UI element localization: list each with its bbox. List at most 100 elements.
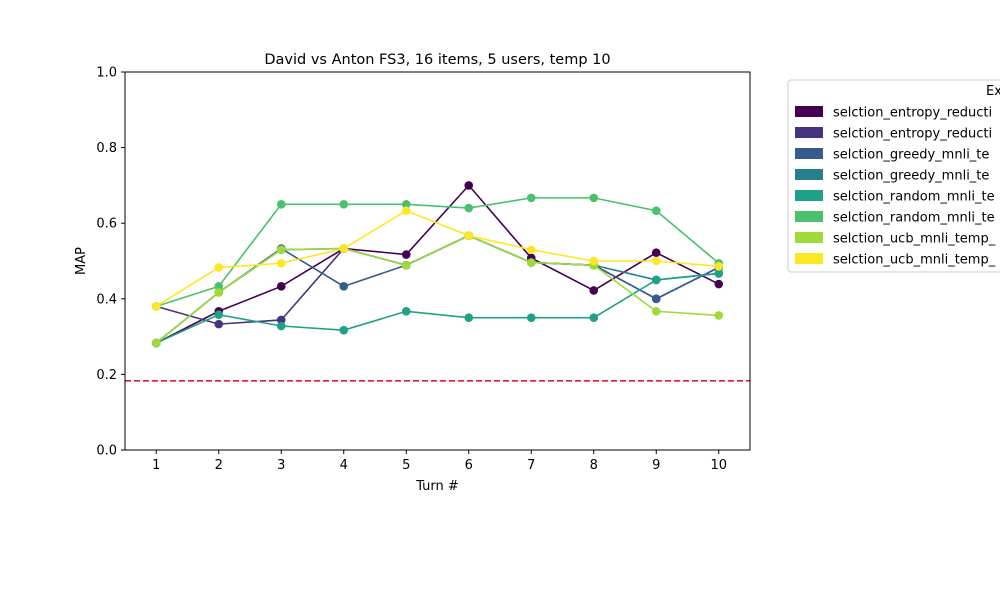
data-point — [339, 282, 349, 291]
legend-swatch — [795, 253, 823, 264]
data-point — [651, 294, 661, 304]
legend-item: selction_random_mnli_te — [795, 190, 995, 205]
data-point — [714, 311, 724, 320]
series-line — [156, 234, 720, 325]
legend-label: selction_random_mnli_te — [833, 211, 995, 226]
series-line — [155, 209, 719, 308]
series-line — [156, 197, 720, 308]
legend-item: selction_greedy_mnli_te — [795, 148, 989, 163]
series-8 — [151, 206, 724, 311]
x-axis: 1 2 3 4 5 6 7 8 9 10 — [152, 450, 727, 473]
data-point — [276, 282, 286, 291]
series-6 — [151, 193, 724, 311]
series-5 — [151, 269, 724, 348]
x-tick-label: 2 — [215, 458, 223, 473]
chart-title: David vs Anton FS3, 16 items, 5 users, t… — [264, 52, 610, 68]
legend: Ex selction_entropy_reducti selction_entr… — [787, 79, 1000, 273]
legend-label: selction_random_mnli_te — [833, 190, 995, 205]
legend-swatch — [795, 106, 823, 117]
x-tick-label: 9 — [652, 458, 660, 473]
data-point — [151, 302, 161, 311]
legend-swatch — [795, 211, 823, 222]
data-point — [651, 275, 661, 285]
legend-item: selction_ucb_mnli_temp_ — [795, 232, 996, 247]
x-tick-label: 7 — [527, 458, 535, 473]
legend-label: selction_entropy_reducti — [833, 127, 992, 142]
data-point — [589, 313, 599, 323]
data-point — [526, 313, 536, 323]
legend-item: selction_entropy_reducti — [795, 127, 992, 142]
data-point — [214, 310, 224, 319]
legend-swatch — [795, 190, 823, 201]
legend-label: selction_entropy_reducti — [833, 106, 992, 121]
y-tick-label: 0.0 — [96, 444, 117, 459]
data-point — [651, 306, 661, 316]
legend-swatch — [795, 169, 823, 180]
y-tick-label: 1.0 — [96, 66, 117, 81]
data-point — [276, 315, 286, 325]
x-tick-label: 3 — [277, 458, 285, 473]
series-line — [155, 234, 719, 344]
legend-item: selction_entropy_reducti — [795, 106, 992, 121]
series-line — [155, 272, 719, 344]
data-point — [714, 279, 724, 289]
x-tick-label: 6 — [465, 458, 473, 473]
series-line — [155, 234, 720, 344]
data-point — [401, 260, 411, 270]
legend-item: selction_greedy_mnli_te — [795, 169, 989, 184]
data-point — [651, 248, 661, 257]
legend-swatch — [795, 127, 823, 138]
data-point — [464, 181, 474, 190]
data-point — [339, 244, 349, 253]
y-axis: 0.0 0.2 0.4 0.6 0.8 1.0 — [96, 66, 125, 459]
plot-frame — [124, 71, 751, 451]
data-point — [526, 245, 536, 254]
x-tick-label: 4 — [340, 458, 348, 473]
y-tick-label: 0.4 — [96, 292, 117, 307]
legend-item: selction_random_mnli_te — [795, 211, 995, 226]
data-point — [214, 288, 224, 297]
legend-box — [787, 79, 1000, 273]
legend-label: selction_greedy_mnli_te — [833, 169, 989, 184]
series-line — [155, 184, 720, 344]
data-point — [214, 282, 224, 291]
legend-label: selction_ucb_mnli_temp_ — [833, 253, 996, 268]
data-point — [401, 250, 411, 259]
series-3 — [151, 231, 724, 348]
data-point — [276, 245, 286, 254]
data-point — [401, 306, 411, 316]
data-point — [151, 338, 161, 348]
x-tick-label: 8 — [590, 458, 598, 473]
data-point — [464, 231, 474, 240]
data-point — [339, 325, 349, 335]
data-point — [401, 200, 411, 209]
x-axis-label: Turn # — [415, 479, 459, 494]
data-point — [339, 200, 349, 209]
data-point — [214, 263, 224, 272]
data-point — [714, 269, 724, 278]
legend-item: selction_ucb_mnli_temp_ — [795, 253, 996, 268]
x-tick-label: 5 — [402, 458, 410, 473]
legend-swatch — [795, 148, 823, 159]
x-tick-label: 1 — [152, 458, 160, 473]
data-point — [464, 203, 474, 213]
series-line — [155, 234, 719, 344]
data-point — [714, 261, 724, 271]
data-point — [651, 206, 661, 216]
data-point — [276, 258, 286, 268]
data-point — [464, 313, 474, 323]
data-point — [526, 258, 536, 267]
y-axis-label: MAP — [74, 247, 89, 275]
data-point — [526, 193, 536, 203]
data-point — [589, 256, 599, 266]
data-point — [401, 206, 411, 216]
data-point — [276, 200, 286, 209]
legend-label: selction_greedy_mnli_te — [833, 148, 989, 163]
data-point — [214, 319, 224, 329]
legend-title: Ex — [986, 84, 1000, 99]
y-tick-label: 0.8 — [96, 141, 117, 156]
data-point — [651, 256, 661, 266]
y-tick-label: 0.2 — [96, 368, 117, 383]
y-tick-label: 0.6 — [96, 217, 117, 232]
